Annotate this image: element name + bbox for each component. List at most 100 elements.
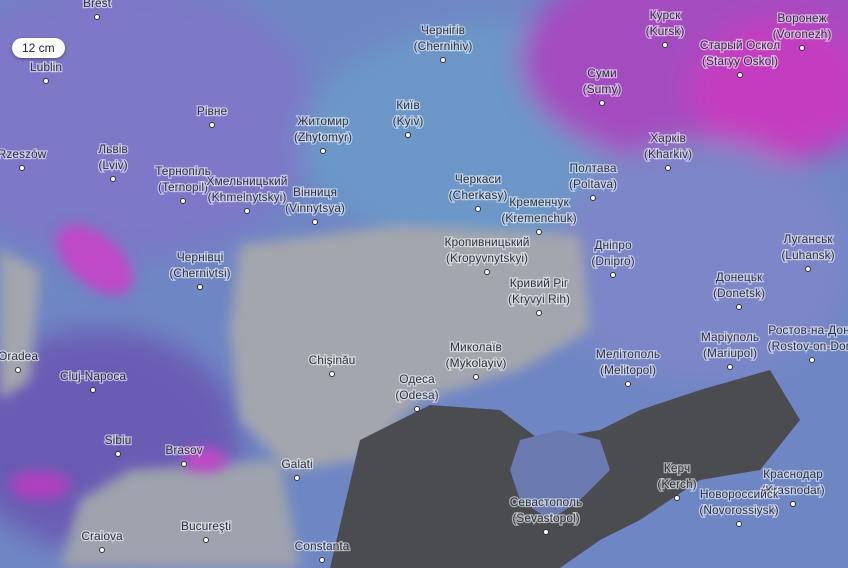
city-dot xyxy=(414,406,420,412)
city-name-en: (Zhytomyr) xyxy=(294,130,352,144)
city-name: Севастополь xyxy=(510,495,582,509)
city-name: Brasov xyxy=(165,443,202,457)
city-dot xyxy=(244,208,250,214)
city-name-en: (Staryy Oskol) xyxy=(702,54,778,68)
city-dot xyxy=(197,284,203,290)
city-dot xyxy=(484,269,490,275)
city-name-en: (Vinnytsya) xyxy=(285,201,345,215)
city-name-en: (Kryvyi Rih) xyxy=(508,292,570,306)
city-name: Краснодар xyxy=(763,467,823,481)
city-name-en: (Kyiv) xyxy=(393,114,424,128)
city-dot xyxy=(610,272,616,278)
city-name: Керч xyxy=(664,461,690,475)
city-name: Хмельницький xyxy=(207,174,288,188)
city-name-en: (Rostov-on-Don) xyxy=(768,339,848,353)
city-dot xyxy=(440,57,446,63)
city-name: Кривий Ріг xyxy=(510,276,569,290)
city-dot xyxy=(294,475,300,481)
city-dot xyxy=(181,461,187,467)
city-name: Харків xyxy=(650,131,686,145)
city-dot xyxy=(43,78,49,84)
city-dot xyxy=(799,45,805,51)
city-name: Bucureşti xyxy=(181,519,231,533)
city-name-en: (Cherkasy) xyxy=(449,188,508,202)
city-name-en: (Kharkiv) xyxy=(644,147,692,161)
city-name: Чернівці xyxy=(177,250,224,264)
city-dot xyxy=(94,14,100,20)
crimea xyxy=(510,430,610,520)
precip-scale-label: 12 cm xyxy=(12,38,65,58)
city-name: Чернігів xyxy=(421,23,465,37)
city-name: Новороссийск xyxy=(700,487,779,501)
city-dot xyxy=(15,367,21,373)
city-name-en: (Mykolayiv) xyxy=(446,356,507,370)
city-dot xyxy=(674,495,680,501)
city-dot xyxy=(110,176,116,182)
city-name-en: (Sevastopol) xyxy=(512,511,579,525)
city-dot xyxy=(536,229,542,235)
city-dot xyxy=(665,165,671,171)
city-name: Rzeszów xyxy=(0,147,47,161)
city-name-en: (Krasnodar) xyxy=(761,483,824,497)
city-name-en: (Kerch) xyxy=(657,477,696,491)
city-dot xyxy=(312,219,318,225)
city-name: Кропивницький xyxy=(444,235,529,249)
city-dot xyxy=(475,206,481,212)
city-name: Миколаїв xyxy=(450,340,502,354)
city-dot xyxy=(590,195,596,201)
city-name: Oradea xyxy=(0,349,38,363)
city-dot xyxy=(543,529,549,535)
city-dot xyxy=(329,371,335,377)
city-name-en: (Kremenchuk) xyxy=(501,211,576,225)
city-name: Донецьк xyxy=(716,270,763,284)
city-name: Рівне xyxy=(197,104,228,118)
city-dot xyxy=(736,304,742,310)
city-dot xyxy=(99,547,105,553)
city-name: Курск xyxy=(650,8,682,22)
city-name-en: (Novorossiysk) xyxy=(699,503,778,517)
city-name-en: (Odesa) xyxy=(395,388,438,402)
city-name: Chişinău xyxy=(309,353,356,367)
city-name: Полтава xyxy=(570,161,617,175)
city-name: Старый Оскол xyxy=(700,38,780,52)
city-name: Constanta xyxy=(295,539,350,553)
city-name-en: (Dnipro) xyxy=(591,254,634,268)
city-name: Sibiu xyxy=(105,433,132,447)
city-name: Житомир xyxy=(297,114,349,128)
city-name-en: (Voronezh) xyxy=(773,27,832,41)
heavy-precip xyxy=(10,225,227,499)
city-name: Craiova xyxy=(81,529,123,543)
city-dot xyxy=(320,148,326,154)
city-dot xyxy=(599,100,605,106)
city-name: Мелітополь xyxy=(596,347,660,361)
city-dot xyxy=(90,387,96,393)
city-name: Lublin xyxy=(30,60,62,74)
city-name: Черкаси xyxy=(455,172,501,186)
city-dot xyxy=(115,451,121,457)
city-name: Луганськ xyxy=(784,232,834,246)
city-name: Маріуполь xyxy=(701,330,759,344)
city-dot xyxy=(736,521,742,527)
city-name-en: (Kursk) xyxy=(646,24,685,38)
city-dot xyxy=(625,381,631,387)
city-name-en: (Sumy) xyxy=(583,82,622,96)
city-dot xyxy=(19,165,25,171)
city-name-en: (Ternopil) xyxy=(158,180,208,194)
city-dot xyxy=(662,42,668,48)
city-dot xyxy=(319,557,325,563)
city-name-en: (Mariupol) xyxy=(703,346,757,360)
city-name: Кременчук xyxy=(509,195,569,209)
city-name: Cluj-Napoca xyxy=(60,369,126,383)
city-dot xyxy=(405,132,411,138)
city-name: Львів xyxy=(98,142,128,156)
city-dot xyxy=(473,374,479,380)
city-name: Київ xyxy=(396,98,419,112)
city-name: Воронеж xyxy=(777,11,826,25)
city-name-en: (Poltava) xyxy=(569,177,617,191)
city-name-en: (Lviv) xyxy=(98,158,127,172)
city-name-en: (Chernihiv) xyxy=(414,39,473,53)
city-name-en: (Donetsk) xyxy=(713,286,765,300)
city-dot xyxy=(727,364,733,370)
city-name: Дніпро xyxy=(594,238,632,252)
